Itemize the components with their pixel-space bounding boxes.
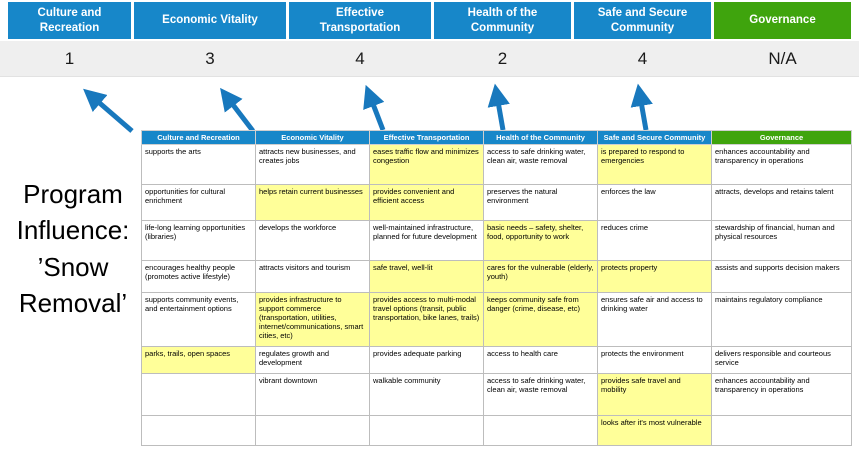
program-influence-label: Program Influence: ’Snow Removal’ xyxy=(16,179,130,319)
matrix-cell-r5c4: keeps community safe from danger (crime,… xyxy=(483,292,598,347)
matrix-cell-r4c5: protects property xyxy=(597,260,712,293)
table-row: looks after it's most vulnerable xyxy=(141,415,852,446)
score-band: 1 3 4 2 4 N/A xyxy=(0,41,859,77)
score-economic-vitality: 3 xyxy=(205,49,215,68)
matrix-cell-r3c4: basic needs – safety, shelter, food, opp… xyxy=(483,220,598,261)
matrix-cell-r6c4: access to health care xyxy=(483,346,598,374)
summary-header-governance: Governance xyxy=(714,2,851,39)
up-arrow-icon xyxy=(363,84,386,131)
matrix-cell-r4c2: attracts visitors and tourism xyxy=(255,260,370,293)
score-health-of-the-community: 2 xyxy=(497,49,508,68)
matrix-cell-r2c6: attracts, develops and retains talent xyxy=(711,184,852,221)
table-header-economic-vitality: Economic Vitality xyxy=(255,130,370,145)
summary-header-safe-and-secure-community: Safe and Secure Community xyxy=(574,2,711,39)
matrix-cell-r1c5: is prepared to respond to emergencies xyxy=(597,144,712,185)
table-row: opportunities for cultural enrichment hel… xyxy=(141,184,852,221)
matrix-cell-r3c6: stewardship of financial, human and phys… xyxy=(711,220,852,261)
matrix-cell-r7c4: access to safe drinking water, clean air… xyxy=(483,373,598,416)
table-header-health-of-the-community: Health of the Community xyxy=(483,130,598,145)
matrix-cell-r2c3: provides convenient and efficient access xyxy=(369,184,484,221)
matrix-cell-r8c6 xyxy=(711,415,852,446)
matrix-cell-r1c6: enhances accountability and transparency… xyxy=(711,144,852,185)
up-arrow-icon xyxy=(487,83,510,131)
summary-header-health-of-the-community: Health of the Community xyxy=(434,2,571,39)
score-safe-and-secure-community: 4 xyxy=(637,49,648,68)
up-arrow-icon xyxy=(83,88,134,133)
table-row: life-long learning opportunities (librar… xyxy=(141,220,852,261)
score-governance: N/A xyxy=(768,49,797,68)
matrix-cell-r2c1: opportunities for cultural enrichment xyxy=(141,184,256,221)
table-header-effective-transportation: Effective Transportation xyxy=(369,130,484,145)
matrix-cell-r7c5: provides safe travel and mobility xyxy=(597,373,712,416)
matrix-cell-r4c6: assists and supports decision makers xyxy=(711,260,852,293)
matrix-cell-r2c5: enforces the law xyxy=(597,184,712,221)
matrix-cell-r6c2: regulates growth and development xyxy=(255,346,370,374)
summary-header-economic-vitality: Economic Vitality xyxy=(134,2,286,39)
table-row: supports community events, and entertain… xyxy=(141,292,852,347)
matrix-cell-r6c1: parks, trails, open spaces xyxy=(141,346,256,374)
table-row: parks, trails, open spaces regulates grow… xyxy=(141,346,852,374)
table-row: encourages healthy people (promotes acti… xyxy=(141,260,852,293)
matrix-cell-r5c2: provides infrastructure to support comme… xyxy=(255,292,370,347)
summary-header-effective-transportation: Effective Transportation xyxy=(289,2,431,39)
influence-matrix-table: Culture and Recreation Economic Vitality E… xyxy=(141,130,852,446)
matrix-cell-r5c6: maintains regulatory compliance xyxy=(711,292,852,347)
matrix-cell-r5c1: supports community events, and entertain… xyxy=(141,292,256,347)
matrix-cell-r7c2: vibrant downtown xyxy=(255,373,370,416)
matrix-cell-r2c2: helps retain current businesses xyxy=(255,184,370,221)
matrix-cell-r4c3: safe travel, well-lit xyxy=(369,260,484,293)
matrix-cell-r6c5: protects the environment xyxy=(597,346,712,374)
matrix-cell-r7c6: enhances accountability and transparency… xyxy=(711,373,852,416)
score-culture-and-recreation: 1 xyxy=(64,49,75,68)
summary-header-culture-and-recreation: Culture and Recreation xyxy=(8,2,131,39)
matrix-cell-r2c4: preserves the natural environment xyxy=(483,184,598,221)
matrix-cell-r1c2: attracts new businesses, and creates job… xyxy=(255,144,370,185)
up-arrow-icon xyxy=(630,83,653,131)
matrix-cell-r4c4: cares for the vulnerable (elderly, youth… xyxy=(483,260,598,293)
score-effective-transportation: 4 xyxy=(355,49,365,68)
matrix-cell-r8c2 xyxy=(255,415,370,446)
table-header-culture-and-recreation: Culture and Recreation xyxy=(141,130,256,145)
matrix-cell-r3c2: develops the workforce xyxy=(255,220,370,261)
matrix-cell-r7c3: walkable community xyxy=(369,373,484,416)
matrix-cell-r3c1: life-long learning opportunities (librar… xyxy=(141,220,256,261)
table-header-safe-and-secure-community: Safe and Secure Community xyxy=(597,130,712,145)
matrix-cell-r3c5: reduces crime xyxy=(597,220,712,261)
matrix-cell-r6c6: delivers responsible and courteous servi… xyxy=(711,346,852,374)
matrix-cell-r5c3: provides access to multi-modal travel op… xyxy=(369,292,484,347)
matrix-cell-r5c5: ensures safe air and access to drinking … xyxy=(597,292,712,347)
matrix-cell-r3c3: well-maintained infrastructure, planned … xyxy=(369,220,484,261)
matrix-cell-r8c4 xyxy=(483,415,598,446)
matrix-cell-r7c1 xyxy=(141,373,256,416)
table-row: supports the arts attracts new businesses… xyxy=(141,144,852,185)
matrix-cell-r1c3: eases traffic flow and minimizes congest… xyxy=(369,144,484,185)
matrix-cell-r4c1: encourages healthy people (promotes acti… xyxy=(141,260,256,293)
table-header-governance: Governance xyxy=(711,130,852,145)
up-arrow-icon xyxy=(220,87,255,133)
matrix-cell-r8c1 xyxy=(141,415,256,446)
matrix-cell-r1c4: access to safe drinking water, clean air… xyxy=(483,144,598,185)
matrix-cell-r8c5: looks after it's most vulnerable xyxy=(597,415,712,446)
matrix-cell-r8c3 xyxy=(369,415,484,446)
matrix-cell-r1c1: supports the arts xyxy=(141,144,256,185)
matrix-cell-r6c3: provides adequate parking xyxy=(369,346,484,374)
table-row: vibrant downtown walkable community access… xyxy=(141,373,852,416)
